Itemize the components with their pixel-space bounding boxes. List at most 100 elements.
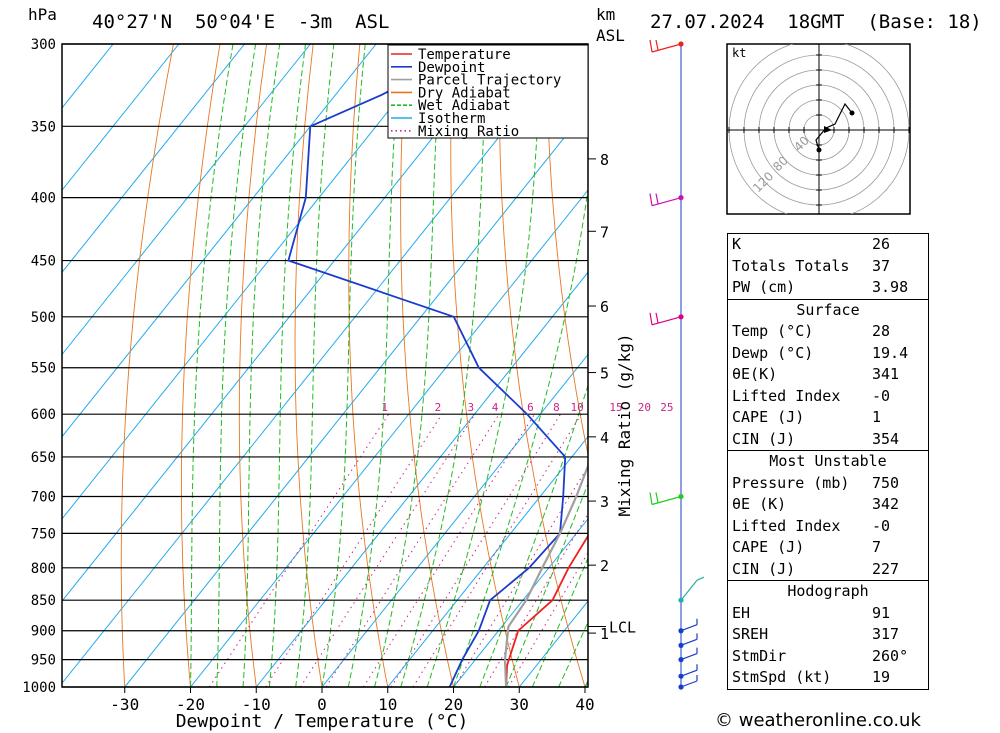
mixing-ratio-line — [208, 413, 390, 687]
wind-point — [678, 642, 684, 648]
isotherm — [255, 271, 588, 687]
x-tick-label: -30 — [110, 695, 139, 714]
km-tick-label: 5 — [600, 365, 609, 383]
pressure-tick-label: 900 — [31, 624, 56, 640]
general-index-row: PW (cm) 3.98 — [728, 277, 928, 299]
km-tick-label: 6 — [600, 298, 609, 316]
surface-index-value: 354 — [872, 429, 900, 448]
km-tick-label: 8 — [600, 151, 609, 169]
hodograph-index-value: 19 — [872, 668, 891, 686]
asl-label: ASL — [596, 26, 625, 45]
pressure-tick-label: 650 — [31, 450, 56, 466]
hodograph-point — [816, 147, 822, 153]
hodograph-index-key: SREH — [732, 625, 769, 643]
surface-index-key: Dewp (°C) — [732, 343, 814, 362]
wet-adiabat — [400, 44, 489, 687]
km-tick-label: 2 — [600, 557, 609, 575]
hodograph-trace — [815, 102, 853, 151]
km-label: km — [596, 5, 615, 24]
wet-adiabat — [321, 44, 366, 687]
hodograph-index-row: SREH 317 — [728, 624, 928, 646]
x-axis-label: Dewpoint / Temperature (°C) — [176, 711, 469, 732]
pressure-tick-label: 700 — [31, 490, 56, 506]
isotherm — [62, 44, 377, 438]
dry-adiabat — [545, 44, 588, 457]
hodograph-header: Hodograph — [787, 582, 869, 600]
x-tick-label: 30 — [510, 695, 529, 714]
hodograph-index-key: StmDir — [732, 646, 787, 665]
mixing-ratio-label: 10 — [571, 401, 584, 414]
pressure-tick-label: 350 — [31, 119, 56, 135]
isotherm — [62, 44, 180, 191]
legend-entry: Dewpoint — [418, 60, 485, 76]
x-tick-label: 40 — [575, 695, 594, 714]
surface-index-row: θE(K) 341 — [728, 364, 928, 386]
mixing-ratio-label: 1 — [381, 401, 388, 414]
pressure-tick-label: 850 — [31, 593, 56, 609]
isotherm — [321, 353, 588, 687]
isotherm — [190, 189, 588, 687]
wind-barb — [649, 492, 682, 506]
mixing-ratio-label: 15 — [609, 401, 622, 414]
mixing-ratio-line — [453, 465, 588, 687]
isotherm — [124, 107, 588, 687]
lcl-label: LCL — [609, 619, 636, 637]
mixing-ratio-line — [412, 413, 582, 687]
km-tick-label: 1 — [600, 625, 609, 643]
mixing-ratio-label: 6 — [527, 401, 534, 414]
pressure-tick-label: 300 — [31, 37, 56, 53]
most-unstable-index-value: 750 — [872, 473, 900, 492]
isotherm — [62, 44, 574, 685]
wet-adiabat — [426, 44, 543, 687]
station-title: 40°27'N 50°04'E -3m ASL — [92, 11, 389, 33]
surface-index-row: Dewp (°C) 19.4 — [728, 343, 928, 365]
surface-index-value: 341 — [872, 365, 900, 383]
copyright: © weatheronline.co.uk — [715, 710, 921, 731]
wind-point — [678, 657, 684, 663]
isotherm — [453, 518, 588, 687]
mixing-ratio-label: 8 — [553, 401, 560, 414]
most-unstable-index-key: θE (K) — [732, 495, 787, 513]
general-index-row: Totals Totals 37 — [728, 256, 928, 278]
isotherm — [62, 44, 114, 109]
dry-adiabat — [919, 44, 1000, 687]
hodograph-indices: Hodograph EH 91 SREH 317 StmDir 260° StmSpd (k… — [728, 580, 928, 689]
surface-index-value: 28 — [872, 322, 891, 340]
surface-index-key: θE(K) — [732, 365, 778, 383]
hodograph-index-value: 260° — [872, 646, 909, 665]
x-tick-label: -10 — [242, 695, 271, 714]
general-index-key: K — [732, 235, 742, 253]
mixing-ratio-line — [390, 413, 561, 687]
surface-header: Surface — [796, 300, 860, 319]
dry-adiabat — [120, 44, 174, 687]
indices-table: K 26 Totals Totals 37 PW (cm) 3.98 Surface Te… — [727, 233, 929, 690]
wind-barb — [680, 675, 698, 688]
pressure-tick-label: 450 — [31, 254, 56, 270]
mixing-ratio-line — [265, 413, 443, 687]
hodograph-index-row: StmSpd (kt) 19 — [728, 667, 928, 689]
general-index-row: K 26 — [728, 234, 928, 256]
surface-index-row: CAPE (J) 1 — [728, 407, 928, 429]
most-unstable-index-key: Pressure (mb) — [732, 473, 850, 492]
surface-index-key: CIN (J) — [732, 429, 796, 448]
most-unstable-index-key: Lifted Index — [732, 516, 841, 535]
wet-adiabat — [295, 44, 335, 687]
general-index-value: 26 — [872, 235, 891, 253]
most-unstable-index-row: Pressure (mb) 750 — [728, 473, 928, 495]
pressure-tick-label: 500 — [31, 310, 56, 326]
hodograph-index-value: 91 — [872, 603, 891, 622]
surface-index-row: Lifted Index -0 — [728, 386, 928, 408]
mixing-ratio-line — [325, 413, 500, 687]
pressure-tick-label: 1000 — [22, 680, 56, 696]
pressure-tick-label: 800 — [31, 561, 56, 577]
series-parcel-trajectory — [503, 462, 588, 687]
legend-entry: Temperature — [418, 47, 511, 63]
most-unstable-index-key: CIN (J) — [732, 559, 796, 578]
hpa-label: hPa — [28, 5, 57, 24]
most-unstable-index-value: 342 — [872, 495, 900, 513]
general-index-key: PW (cm) — [732, 278, 796, 296]
surface-index-row: CIN (J) 354 — [728, 429, 928, 451]
most-unstable-index-row: CIN (J) 227 — [728, 559, 928, 581]
